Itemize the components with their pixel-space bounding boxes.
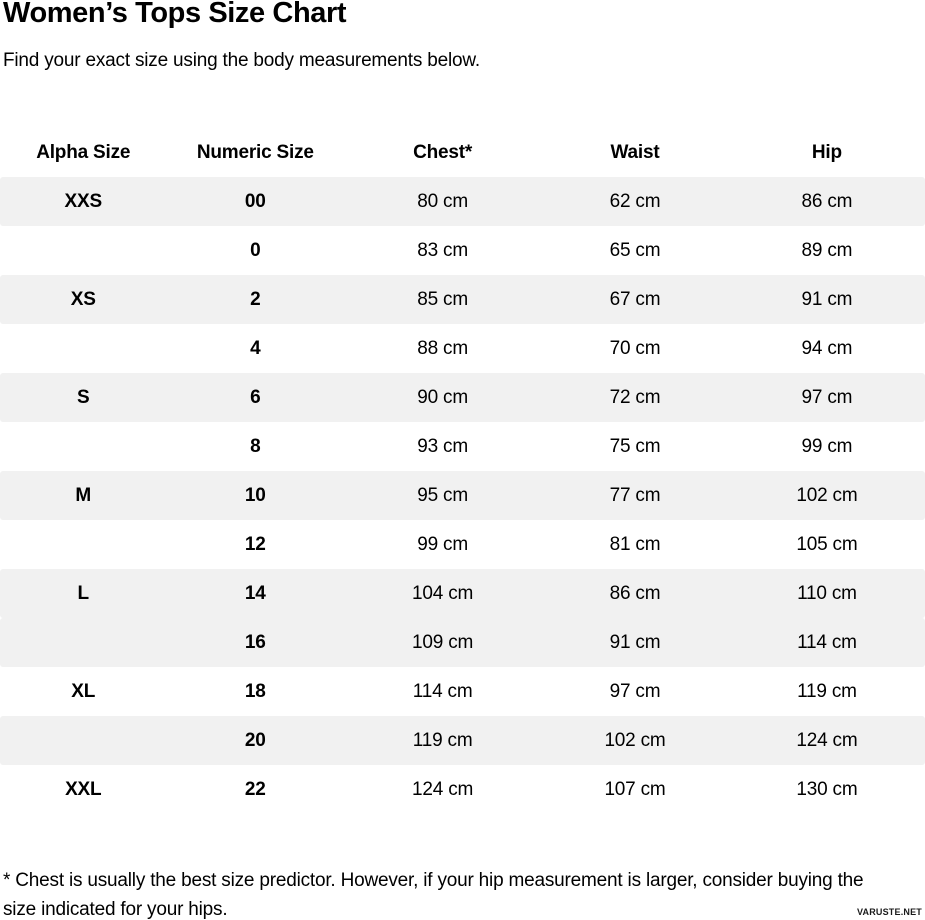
cell-numeric-size: 6	[250, 386, 261, 408]
table-row: 8 93 cm 75 cm 99 cm	[0, 422, 925, 471]
cell-waist: 62 cm	[609, 190, 661, 212]
cell-numeric-size: 00	[244, 190, 266, 212]
column-header-waist: Waist	[610, 142, 660, 163]
cell-alpha-size: L	[77, 582, 90, 604]
cell-hip: 94 cm	[801, 337, 853, 359]
cell-chest: 88 cm	[417, 337, 468, 359]
cell-hip: 130 cm	[796, 778, 858, 800]
table-row: 0 83 cm 65 cm 89 cm	[0, 226, 925, 275]
cell-waist: 81 cm	[609, 533, 661, 555]
cell-numeric-size: 4	[250, 337, 261, 359]
footnote: * Chest is usually the best size predict…	[3, 866, 925, 920]
cell-hip: 102 cm	[796, 484, 858, 506]
cell-waist: 72 cm	[609, 386, 661, 408]
cell-hip: 91 cm	[801, 288, 853, 310]
cell-numeric-size: 10	[244, 484, 266, 506]
cell-numeric-size: 18	[244, 680, 266, 702]
table-row: XS 2 85 cm 67 cm 91 cm	[0, 275, 925, 324]
cell-chest: 109 cm	[412, 631, 474, 653]
cell-waist: 77 cm	[609, 484, 661, 506]
table-row: XXL 22 124 cm 107 cm 130 cm	[0, 765, 925, 814]
table-row: 12 99 cm 81 cm 105 cm	[0, 520, 925, 569]
cell-waist: 102 cm	[604, 729, 666, 751]
footnote-line-2: size indicated for your hips.	[3, 899, 228, 920]
cell-numeric-size: 2	[250, 288, 261, 310]
cell-alpha-size: XXS	[64, 190, 103, 212]
cell-waist: 75 cm	[609, 435, 661, 457]
column-header-chest: Chest*	[413, 142, 473, 163]
table-row: 16 109 cm 91 cm 114 cm	[0, 618, 925, 667]
cell-hip: 97 cm	[801, 386, 853, 408]
cell-chest: 95 cm	[417, 484, 468, 506]
cell-hip: 114 cm	[797, 631, 857, 653]
column-header-alpha-size: Alpha Size	[36, 142, 131, 163]
cell-chest: 114 cm	[412, 680, 473, 702]
table-row: XXS 00 80 cm 62 cm 86 cm	[0, 177, 925, 226]
cell-hip: 105 cm	[796, 533, 858, 555]
cell-hip: 86 cm	[801, 190, 853, 212]
cell-waist: 67 cm	[609, 288, 661, 310]
cell-numeric-size: 22	[244, 778, 266, 800]
cell-alpha-size: S	[77, 386, 90, 408]
cell-numeric-size: 20	[244, 729, 266, 751]
cell-hip: 119 cm	[797, 680, 857, 702]
table-row: 4 88 cm 70 cm 94 cm	[0, 324, 925, 373]
cell-hip: 99 cm	[801, 435, 853, 457]
table-row: 20 119 cm 102 cm 124 cm	[0, 716, 925, 765]
cell-numeric-size: 8	[250, 435, 261, 457]
cell-numeric-size: 16	[244, 631, 266, 653]
watermark: VARUSTE.NET	[856, 907, 922, 917]
cell-hip: 124 cm	[796, 729, 858, 751]
size-table: Alpha Size Numeric Size Chest* Waist Hip…	[0, 129, 925, 814]
cell-waist: 107 cm	[604, 778, 666, 800]
cell-alpha-size: XXL	[65, 778, 102, 800]
cell-alpha-size: M	[75, 484, 92, 506]
cell-chest: 124 cm	[412, 778, 474, 800]
cell-hip: 89 cm	[801, 239, 853, 261]
cell-numeric-size: 14	[244, 582, 266, 604]
table-row: S 6 90 cm 72 cm 97 cm	[0, 373, 925, 422]
table-row: M 10 95 cm 77 cm 102 cm	[0, 471, 925, 520]
column-header-numeric-size: Numeric Size	[196, 142, 314, 163]
page-subtitle: Find your exact size using the body meas…	[3, 50, 480, 71]
cell-chest: 99 cm	[417, 533, 468, 555]
size-table-body: XXS 00 80 cm 62 cm 86 cm 0 83 cm 65 cm 8…	[0, 177, 925, 814]
table-row: L 14 104 cm 86 cm 110 cm	[0, 569, 925, 618]
cell-chest: 85 cm	[417, 288, 468, 310]
cell-hip: 110 cm	[797, 582, 857, 604]
cell-numeric-size: 12	[244, 533, 266, 555]
page-title: Women’s Tops Size Chart	[3, 0, 347, 29]
cell-alpha-size: XS	[70, 288, 96, 310]
cell-waist: 97 cm	[609, 680, 661, 702]
cell-numeric-size: 0	[250, 239, 261, 261]
cell-waist: 91 cm	[609, 631, 661, 653]
cell-waist: 70 cm	[609, 337, 661, 359]
cell-chest: 119 cm	[412, 729, 473, 751]
cell-chest: 90 cm	[417, 386, 468, 408]
table-header-row: Alpha Size Numeric Size Chest* Waist Hip	[0, 129, 925, 177]
column-header-hip: Hip	[811, 142, 842, 163]
footnote-line-1: * Chest is usually the best size predict…	[3, 870, 864, 891]
cell-chest: 93 cm	[417, 435, 468, 457]
cell-chest: 80 cm	[417, 190, 468, 212]
cell-chest: 104 cm	[412, 582, 474, 604]
cell-alpha-size: XL	[71, 680, 96, 702]
cell-waist: 86 cm	[609, 582, 661, 604]
table-row: XL 18 114 cm 97 cm 119 cm	[0, 667, 925, 716]
cell-chest: 83 cm	[417, 239, 468, 261]
cell-waist: 65 cm	[609, 239, 661, 261]
